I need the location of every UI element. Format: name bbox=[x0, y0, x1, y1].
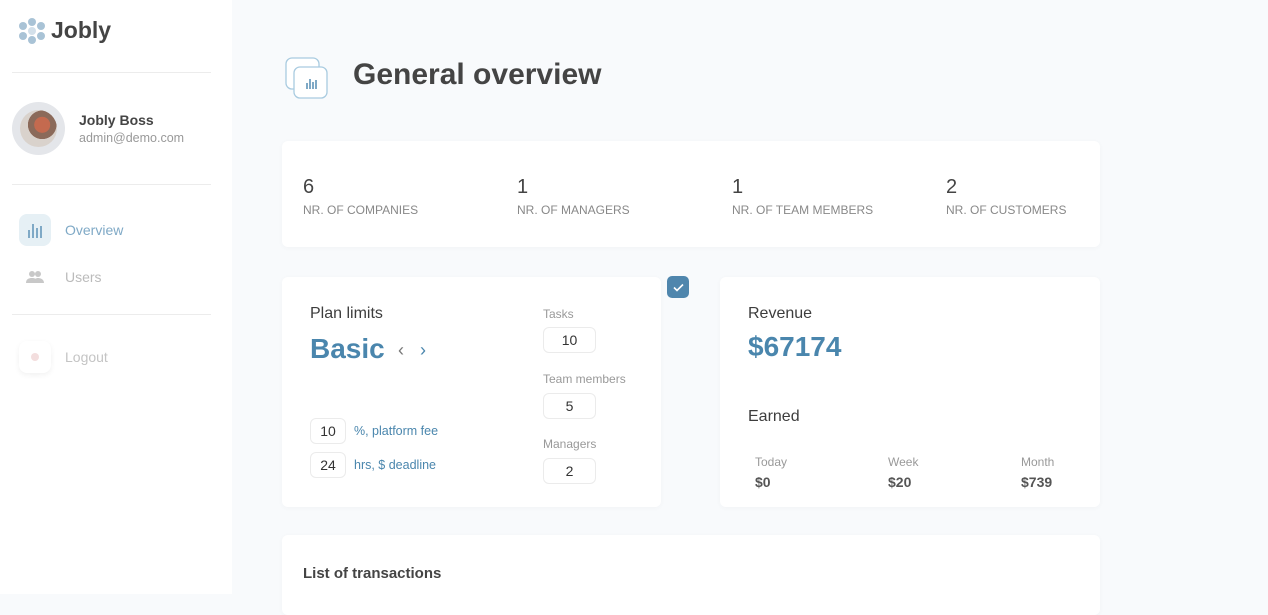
team-members-input[interactable]: 5 bbox=[543, 393, 596, 419]
plan-title: Plan limits bbox=[310, 305, 383, 322]
check-icon bbox=[672, 283, 684, 292]
chevron-right-icon[interactable]: › bbox=[420, 340, 426, 360]
revenue-title: Revenue bbox=[748, 305, 813, 322]
plan-limits-card: Plan limits Basic ‹ › 10%, platform fee … bbox=[282, 277, 661, 507]
platform-fee-input[interactable]: 10 bbox=[310, 418, 346, 444]
user-email: admin@demo.com bbox=[79, 131, 185, 145]
divider bbox=[12, 184, 211, 185]
app-name: Jobly bbox=[51, 17, 112, 43]
transactions-title: List of transactions bbox=[303, 565, 442, 582]
stat-customers: 2 NR. OF CUSTOMERS bbox=[946, 176, 1067, 217]
logo[interactable]: Jobly bbox=[19, 17, 111, 44]
nav-item-overview[interactable]: Overview bbox=[19, 214, 123, 246]
save-check-button[interactable] bbox=[667, 276, 689, 298]
earned-title: Earned bbox=[748, 408, 800, 425]
user-name: Jobly Boss bbox=[79, 112, 154, 128]
divider bbox=[12, 314, 211, 315]
plan-name: Basic bbox=[310, 333, 385, 364]
deadline-input[interactable]: 24 bbox=[310, 452, 346, 478]
nav-label: Logout bbox=[65, 349, 108, 365]
stat-managers: 1 NR. OF MANAGERS bbox=[517, 176, 630, 217]
nav-item-users[interactable]: Users bbox=[19, 261, 102, 293]
today-value: $0 bbox=[755, 474, 771, 490]
tasks-input[interactable]: 10 bbox=[543, 327, 596, 353]
today-label: Today bbox=[755, 455, 788, 469]
nav-label: Overview bbox=[65, 222, 124, 238]
revenue-value: $67174 bbox=[748, 331, 842, 362]
sidebar: Jobly Jobly Boss admin@demo.com Overview… bbox=[0, 0, 232, 594]
nav-label: Users bbox=[65, 269, 102, 285]
stat-companies: 6 NR. OF COMPANIES bbox=[303, 176, 419, 217]
stat-team-members: 1 NR. OF TEAM MEMBERS bbox=[732, 176, 874, 217]
chevron-left-icon[interactable]: ‹ bbox=[398, 340, 404, 360]
users-icon bbox=[19, 261, 51, 293]
managers-input[interactable]: 2 bbox=[543, 458, 596, 484]
managers-label: Managers bbox=[543, 437, 597, 451]
nav-item-logout[interactable]: Logout bbox=[19, 341, 108, 373]
avatar[interactable] bbox=[12, 102, 65, 155]
logo-icon bbox=[19, 17, 45, 44]
divider bbox=[12, 72, 211, 73]
platform-fee-label: %, platform fee bbox=[354, 424, 439, 438]
stats-card: 6 NR. OF COMPANIES 1 NR. OF MANAGERS 1 NR. … bbox=[282, 141, 1100, 247]
transactions-card: List of transactions bbox=[282, 535, 1100, 615]
month-value: $739 bbox=[1021, 474, 1053, 490]
tasks-label: Tasks bbox=[543, 307, 574, 321]
page-title: General overview bbox=[353, 58, 602, 91]
revenue-card: Revenue $67174 Earned Today $0 Week $20 … bbox=[720, 277, 1100, 507]
overview-icon bbox=[285, 57, 328, 99]
week-label: Week bbox=[888, 455, 919, 469]
bar-chart-icon bbox=[19, 214, 51, 246]
deadline-label: hrs, $ deadline bbox=[354, 458, 437, 472]
logout-icon bbox=[19, 341, 51, 373]
week-value: $20 bbox=[888, 474, 912, 490]
team-members-label: Team members bbox=[543, 372, 626, 386]
month-label: Month bbox=[1021, 455, 1055, 469]
